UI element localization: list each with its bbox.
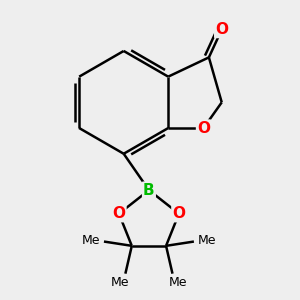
Text: Me: Me bbox=[111, 276, 129, 289]
Text: O: O bbox=[197, 121, 210, 136]
Text: Me: Me bbox=[169, 276, 187, 289]
Text: O: O bbox=[172, 206, 185, 221]
Text: Me: Me bbox=[82, 234, 100, 247]
Text: O: O bbox=[215, 22, 228, 37]
Text: Me: Me bbox=[197, 234, 216, 247]
Text: O: O bbox=[112, 206, 125, 221]
Text: B: B bbox=[143, 183, 155, 198]
